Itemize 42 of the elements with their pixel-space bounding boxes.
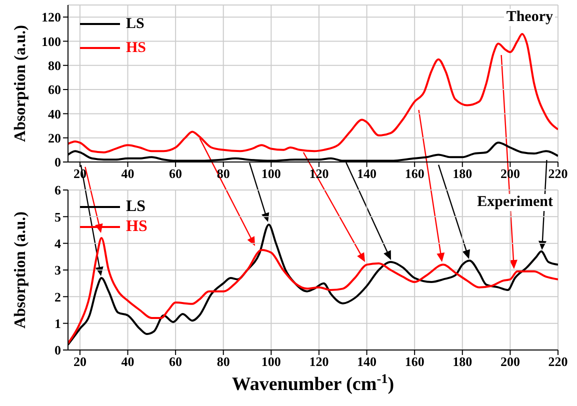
y-tick-label: 5 — [54, 209, 62, 224]
y-tick-label: 1 — [54, 316, 61, 331]
y-tick-label: 0 — [54, 342, 61, 358]
legend-label: LS — [126, 16, 144, 32]
x-tick-label: 200 — [500, 354, 520, 370]
y-tick-label: 120 — [42, 10, 61, 25]
x-tick-label: 60 — [169, 166, 182, 182]
y-tick-label: 80 — [48, 58, 61, 73]
y-axis-title: Absorption (a.u.) — [12, 25, 29, 142]
y-tick-label: 6 — [54, 182, 62, 198]
x-axis-title: Wavenumber (cm$^{-1}$) — [232, 370, 394, 395]
x-tick-label: 40 — [121, 166, 134, 182]
annotation: Experiment — [477, 194, 553, 211]
x-tick-label: 220 — [548, 166, 568, 182]
y-tick-label: 20 — [48, 130, 61, 146]
x-tick-label: 120 — [309, 354, 329, 370]
x-tick-label: 140 — [357, 166, 377, 182]
x-tick-label: 60 — [169, 354, 182, 370]
x-tick-label: 220 — [548, 354, 568, 370]
y-tick-label: 100 — [42, 34, 61, 49]
x-tick-label: 160 — [404, 354, 424, 370]
y-axis-title: Absorption (a.u.) — [12, 212, 29, 328]
x-tick-label: 40 — [121, 354, 134, 370]
x-tick-label: 160 — [404, 166, 424, 182]
legend-label: HS — [126, 218, 148, 236]
y-tick-label: 3 — [54, 262, 62, 278]
y-tick-label: 4 — [54, 236, 62, 251]
legend-label: HS — [126, 40, 146, 56]
x-tick-label: 140 — [357, 354, 377, 370]
x-tick-label: 100 — [261, 166, 281, 182]
y-tick-label: 2 — [54, 289, 61, 304]
y-tick-label: 60 — [48, 82, 61, 98]
y-tick-label: 40 — [48, 106, 61, 122]
legend-label: LS — [126, 198, 146, 216]
x-tick-label: 80 — [216, 354, 230, 370]
line-series — [68, 32, 558, 154]
x-tick-label: 100 — [261, 354, 281, 370]
x-tick-label: 180 — [452, 166, 472, 182]
x-tick-label: 20 — [73, 354, 86, 370]
y-tick-label: 0 — [54, 154, 61, 170]
x-tick-label: 180 — [452, 354, 472, 370]
annotation: Theory — [506, 9, 553, 26]
